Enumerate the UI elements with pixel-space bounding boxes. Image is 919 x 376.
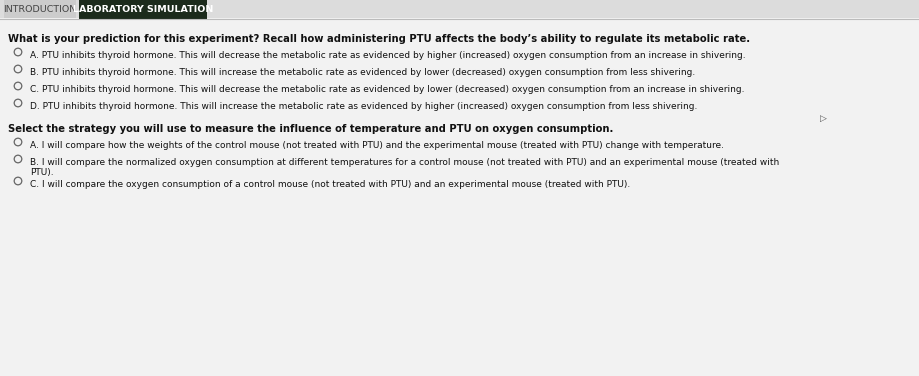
Text: C. I will compare the oxygen consumption of a control mouse (not treated with PT: C. I will compare the oxygen consumption… — [30, 180, 630, 189]
Text: A. PTU inhibits thyroid hormone. This will decrease the metabolic rate as eviden: A. PTU inhibits thyroid hormone. This wi… — [30, 51, 745, 60]
Text: What is your prediction for this experiment? Recall how administering PTU affect: What is your prediction for this experim… — [8, 34, 750, 44]
Text: B. PTU inhibits thyroid hormone. This will increase the metabolic rate as eviden: B. PTU inhibits thyroid hormone. This wi… — [30, 68, 696, 77]
Text: D. PTU inhibits thyroid hormone. This will increase the metabolic rate as eviden: D. PTU inhibits thyroid hormone. This wi… — [30, 102, 698, 111]
Text: ▷: ▷ — [820, 114, 827, 123]
Text: LABORATORY SIMULATION: LABORATORY SIMULATION — [73, 5, 213, 14]
FancyBboxPatch shape — [0, 0, 919, 18]
Text: A. I will compare how the weights of the control mouse (not treated with PTU) an: A. I will compare how the weights of the… — [30, 141, 724, 150]
Text: C. PTU inhibits thyroid hormone. This will decrease the metabolic rate as eviden: C. PTU inhibits thyroid hormone. This wi… — [30, 85, 744, 94]
Text: B. I will compare the normalized oxygen consumption at different temperatures fo: B. I will compare the normalized oxygen … — [30, 158, 779, 177]
FancyBboxPatch shape — [4, 0, 76, 18]
Text: INTRODUCTION: INTRODUCTION — [4, 5, 76, 14]
FancyBboxPatch shape — [79, 0, 207, 19]
Text: Select the strategy you will use to measure the influence of temperature and PTU: Select the strategy you will use to meas… — [8, 124, 613, 134]
